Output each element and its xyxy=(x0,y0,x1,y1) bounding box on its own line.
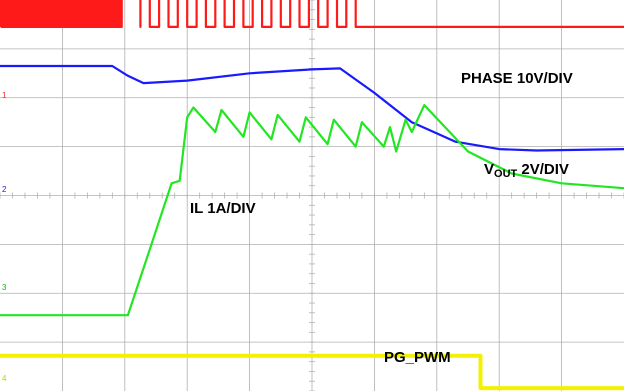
channel-marker-1: 1 xyxy=(2,92,6,100)
series-label-il: IL 1A/DIV xyxy=(190,200,256,217)
series-label-pg-pwm: PG_PWM xyxy=(384,349,451,366)
series-label-vout: VOUT 2V/DIV xyxy=(484,161,569,180)
channel-marker-4: 4 xyxy=(2,375,6,383)
series-label-phase: PHASE 10V/DIV xyxy=(461,70,573,87)
channel-marker-2: 2 xyxy=(2,186,6,194)
channel-marker-3: 3 xyxy=(2,284,6,292)
